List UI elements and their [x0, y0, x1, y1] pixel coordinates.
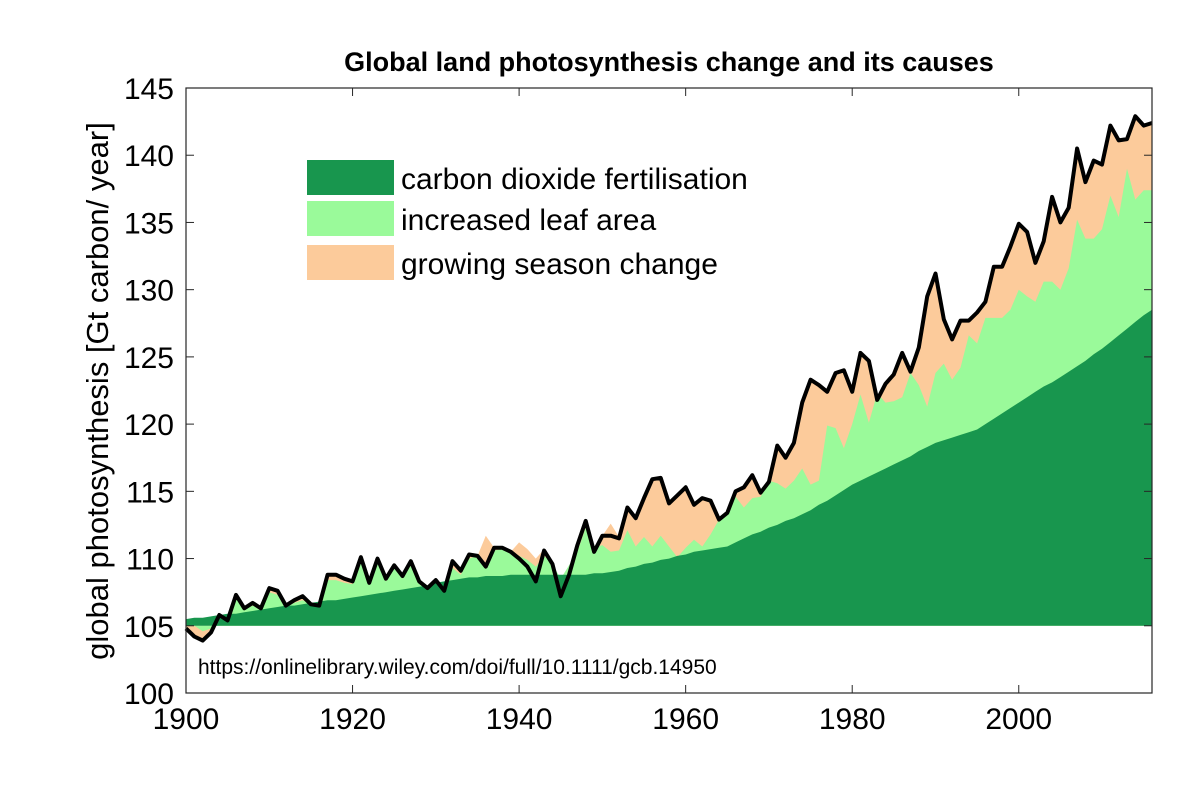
total-line-layer — [184, 114, 1153, 643]
x-axis: 1900 1920 1940 1960 1980 2000 — [153, 88, 1052, 736]
y-tick-label: 145 — [124, 73, 174, 106]
plot-frame — [185, 87, 1153, 694]
legend-label: carbon dioxide fertilisation — [401, 163, 748, 196]
y-tick-label: 140 — [124, 140, 174, 173]
total-photosynthesis-line — [184, 114, 1153, 643]
x-tick-label: 2000 — [985, 703, 1052, 736]
legend-swatch — [307, 160, 394, 195]
legend-swatch — [307, 245, 394, 280]
x-tick-label: 1960 — [652, 703, 719, 736]
y-tick-label: 110 — [126, 544, 174, 577]
x-tick-label: 1980 — [819, 703, 886, 736]
x-tick-label: 1900 — [153, 703, 220, 736]
y-tick-label: 115 — [126, 476, 174, 509]
legend-swatch — [307, 201, 394, 236]
y-tick-label: 120 — [124, 409, 174, 442]
area-carbon-dioxide-fertilisation — [186, 309, 1152, 626]
y-axis: 100 105 110 115 120 125 130 135 140 145 — [124, 73, 1152, 711]
y-tick-label: 125 — [124, 342, 174, 375]
y-tick-label: 100 — [124, 678, 174, 711]
x-tick-label: 1940 — [486, 703, 553, 736]
y-tick-label: 130 — [124, 275, 174, 308]
legend: carbon dioxide fertilisation increased le… — [307, 160, 748, 281]
chart-title: Global land photosynthesis change and it… — [344, 47, 994, 77]
x-tick-label: 1920 — [319, 703, 386, 736]
legend-label: increased leaf area — [401, 204, 656, 237]
plot-areas — [186, 116, 1152, 641]
y-tick-label: 135 — [124, 207, 174, 240]
source-annotation: https://onlinelibrary.wiley.com/doi/full… — [198, 656, 717, 679]
legend-item: growing season change — [307, 245, 718, 281]
y-axis-label: global photosynthesis [Gt carbon/ year] — [80, 122, 115, 660]
legend-item: carbon dioxide fertilisation — [307, 160, 748, 196]
legend-label: growing season change — [401, 248, 718, 281]
y-tick-label: 105 — [124, 611, 174, 644]
legend-item: increased leaf area — [307, 201, 656, 237]
